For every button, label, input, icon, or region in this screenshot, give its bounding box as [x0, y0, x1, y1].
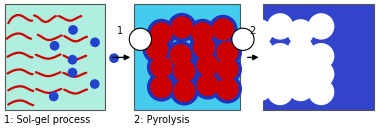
Circle shape: [287, 55, 314, 81]
Circle shape: [193, 51, 222, 80]
Circle shape: [246, 37, 273, 63]
Circle shape: [147, 19, 176, 48]
Circle shape: [193, 36, 215, 58]
Circle shape: [267, 79, 293, 105]
Circle shape: [173, 60, 195, 82]
Text: 2: Pyrolysis: 2: Pyrolysis: [134, 115, 190, 125]
Circle shape: [212, 18, 234, 41]
Circle shape: [68, 55, 77, 64]
Circle shape: [308, 61, 335, 87]
Circle shape: [68, 25, 78, 35]
Circle shape: [197, 54, 219, 76]
Circle shape: [171, 16, 193, 39]
Circle shape: [147, 72, 176, 102]
Circle shape: [287, 37, 314, 63]
Circle shape: [213, 74, 242, 104]
Bar: [134, 4, 240, 110]
Circle shape: [150, 76, 173, 98]
Text: 1: Sol-gel process: 1: Sol-gel process: [4, 115, 90, 125]
Circle shape: [169, 44, 192, 66]
Circle shape: [308, 13, 335, 40]
Circle shape: [170, 57, 199, 86]
Circle shape: [146, 38, 168, 60]
Text: 2: 2: [249, 26, 256, 36]
Circle shape: [213, 55, 242, 84]
Circle shape: [246, 75, 273, 101]
Circle shape: [49, 92, 59, 101]
Bar: [263, 4, 374, 110]
Circle shape: [308, 43, 335, 69]
Circle shape: [213, 38, 242, 67]
Circle shape: [143, 35, 172, 64]
Circle shape: [193, 70, 222, 100]
Circle shape: [167, 13, 197, 42]
Circle shape: [267, 43, 293, 69]
Circle shape: [267, 13, 293, 40]
Circle shape: [150, 56, 173, 78]
Circle shape: [109, 53, 119, 63]
Circle shape: [90, 79, 99, 89]
Circle shape: [150, 22, 173, 45]
Circle shape: [189, 33, 218, 62]
Circle shape: [166, 41, 195, 70]
Text: 1: 1: [117, 26, 123, 36]
Circle shape: [170, 76, 199, 106]
Circle shape: [147, 53, 176, 82]
Circle shape: [287, 75, 314, 101]
Circle shape: [216, 78, 239, 100]
Circle shape: [246, 55, 273, 81]
Circle shape: [267, 61, 293, 87]
Circle shape: [308, 79, 335, 105]
Circle shape: [246, 19, 273, 46]
Circle shape: [216, 41, 239, 63]
Circle shape: [129, 28, 152, 50]
Circle shape: [208, 15, 238, 44]
Circle shape: [68, 68, 77, 77]
Circle shape: [232, 28, 254, 50]
Circle shape: [173, 80, 195, 102]
Circle shape: [216, 58, 239, 80]
Circle shape: [287, 19, 314, 46]
Circle shape: [197, 74, 219, 96]
Circle shape: [90, 37, 100, 47]
Circle shape: [50, 41, 59, 51]
Bar: [5, 4, 105, 110]
Circle shape: [188, 19, 217, 48]
Circle shape: [191, 22, 214, 45]
